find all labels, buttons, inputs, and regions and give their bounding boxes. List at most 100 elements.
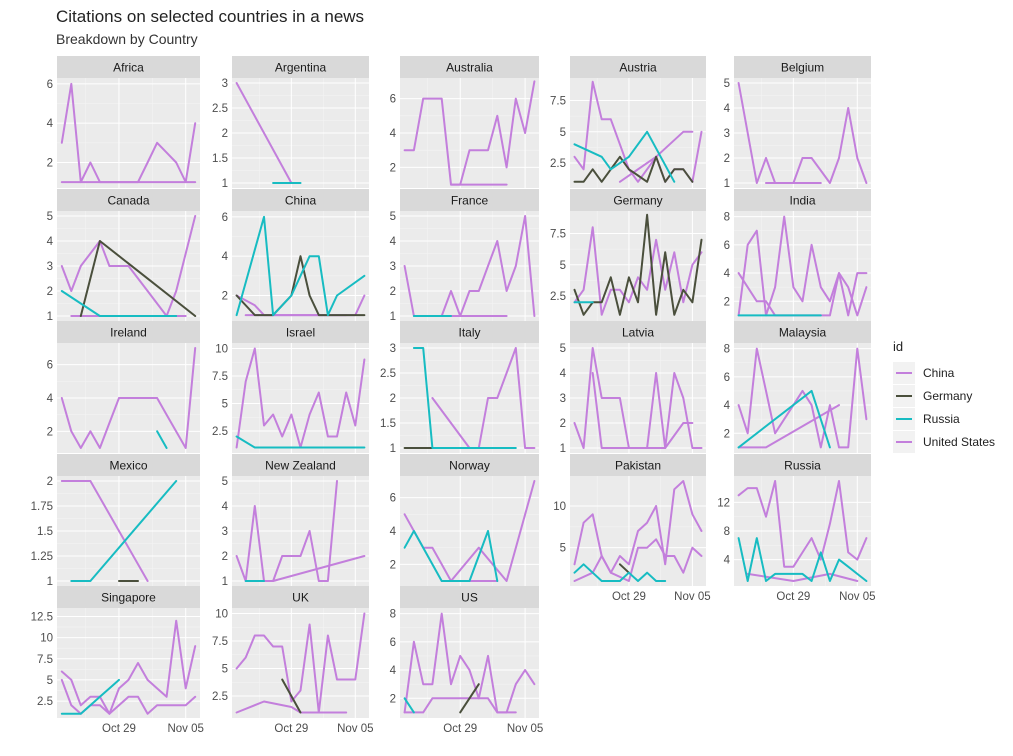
panel-canada: Canada 1 2 3 4 5 — [47, 189, 200, 323]
panel-ireland: Ireland 2 4 6 — [47, 321, 200, 453]
series-line-united-states — [60, 480, 149, 582]
y-tick-label: 10 — [215, 344, 228, 356]
y-tick-label: 4 — [724, 555, 731, 567]
y-tick-label: 2 — [222, 290, 228, 302]
y-tick-label: 5 — [47, 211, 53, 223]
facet-panels: Africa246Argentina11.522.53Australia246A… — [31, 56, 876, 735]
x-tick-label: Oct 29 — [102, 723, 136, 735]
y-tick-label: 3 — [724, 128, 730, 140]
panel-malaysia: Malaysia 2 4 6 8 — [724, 321, 871, 453]
y-tick-label: 1 — [222, 576, 228, 588]
y-tick-label: 5 — [560, 127, 566, 139]
y-tick-label: 4 — [390, 526, 397, 538]
y-tick-label: 7.5 — [550, 96, 566, 108]
y-tick-label: 2 — [222, 128, 228, 140]
panel-strip — [400, 454, 539, 476]
panel-strip-label: Italy — [458, 326, 480, 340]
panel-strip-label: France — [451, 194, 489, 208]
y-tick-label: 8 — [724, 526, 730, 538]
panel-strip — [734, 56, 871, 78]
series-line-germany — [235, 255, 366, 317]
legend-label: Germany — [923, 389, 972, 403]
y-tick-label: 1.25 — [31, 551, 53, 563]
y-tick-label: 2 — [47, 286, 53, 298]
y-tick-label: 7.5 — [212, 371, 228, 383]
series-line-united-states — [573, 480, 703, 574]
y-tick-label: 2.5 — [212, 426, 228, 438]
y-tick-label: 12.5 — [31, 611, 53, 623]
panel-strip — [734, 189, 871, 211]
y-tick-label: 2.5 — [212, 103, 228, 115]
y-tick-label: 10 — [553, 501, 566, 513]
y-tick-label: 1 — [222, 178, 228, 190]
panel-strip — [232, 586, 369, 608]
y-tick-label: 7.5 — [550, 229, 566, 241]
panel-strip-label: Belgium — [781, 61, 824, 75]
series-line-united-states — [235, 612, 366, 714]
panel-france: France 1 2 3 4 5 — [390, 189, 539, 323]
panel-strip — [57, 56, 200, 78]
series-line-china — [737, 404, 840, 449]
panel-argentina: Argentina 1 1.5 2 2.5 3 — [212, 56, 369, 190]
y-tick-label: 1 — [47, 576, 53, 588]
panel-australia: Australia 2 4 6 — [390, 56, 539, 188]
y-tick-label: 2 — [724, 428, 730, 440]
y-tick-label: 7.5 — [37, 654, 53, 666]
y-tick-label: 1.5 — [212, 153, 228, 165]
y-tick-label: 3 — [390, 261, 396, 273]
panel-uk: UK 2.5 5 7.5 10 Oct 29 Nov 05 — [212, 586, 374, 735]
panel-strip-label: Israel — [286, 326, 315, 340]
series-line-russia — [70, 480, 178, 582]
y-tick-label: 4 — [560, 368, 567, 380]
panel-background — [57, 78, 200, 188]
y-tick-label: 5 — [222, 664, 228, 676]
x-tick-label: Nov 05 — [674, 591, 710, 603]
series-line-united-states — [737, 82, 868, 184]
series-line-united-states — [60, 347, 197, 449]
panel-china: China 2 4 6 — [222, 189, 369, 321]
panel-strip — [232, 454, 369, 476]
panel-strip — [232, 189, 369, 211]
panel-strip — [400, 56, 539, 78]
series-line-united-states — [235, 480, 338, 582]
y-tick-label: 2.5 — [550, 291, 566, 303]
y-tick-label: 2 — [390, 559, 396, 571]
series-line-united-states — [737, 347, 868, 449]
panel-strip — [734, 454, 871, 476]
series-line-china — [235, 700, 348, 714]
series-line-russia — [412, 347, 517, 449]
x-tick-label: Nov 05 — [507, 723, 543, 735]
series-line-china — [591, 372, 694, 449]
y-tick-label: 4 — [390, 128, 397, 140]
legend-item-germany: Germany — [893, 385, 972, 407]
y-tick-label: 6 — [724, 240, 730, 252]
y-tick-label: 2 — [390, 393, 396, 405]
series-line-russia — [235, 435, 366, 449]
series-line-united-states — [235, 82, 293, 184]
y-tick-label: 2.5 — [212, 691, 228, 703]
series-line-united-states — [737, 480, 868, 568]
x-tick-label: Nov 05 — [839, 591, 875, 603]
y-tick-label: 5 — [390, 211, 396, 223]
panel-strip — [570, 454, 706, 476]
y-tick-label: 2 — [724, 296, 730, 308]
y-tick-label: 4 — [390, 236, 397, 248]
series-line-china — [573, 538, 703, 582]
series-line-russia — [737, 537, 868, 582]
series-line-russia — [60, 678, 120, 715]
y-tick-label: 4 — [390, 665, 397, 677]
y-tick-label: 5 — [222, 399, 228, 411]
x-tick-label: Nov 05 — [337, 723, 373, 735]
panel-israel: Israel 2.5 5 7.5 10 — [212, 321, 369, 453]
panel-strip-label: Argentina — [275, 61, 327, 75]
y-tick-label: 6 — [222, 212, 228, 224]
y-tick-label: 5 — [560, 260, 566, 272]
panel-strip-label: Malaysia — [779, 326, 827, 340]
y-tick-label: 10 — [215, 609, 228, 621]
panel-strip-label: Austria — [619, 61, 657, 75]
y-tick-label: 1.5 — [380, 418, 396, 430]
y-tick-label: 6 — [47, 360, 53, 372]
series-line-united-states — [60, 215, 197, 317]
y-tick-label: 8 — [724, 344, 730, 356]
